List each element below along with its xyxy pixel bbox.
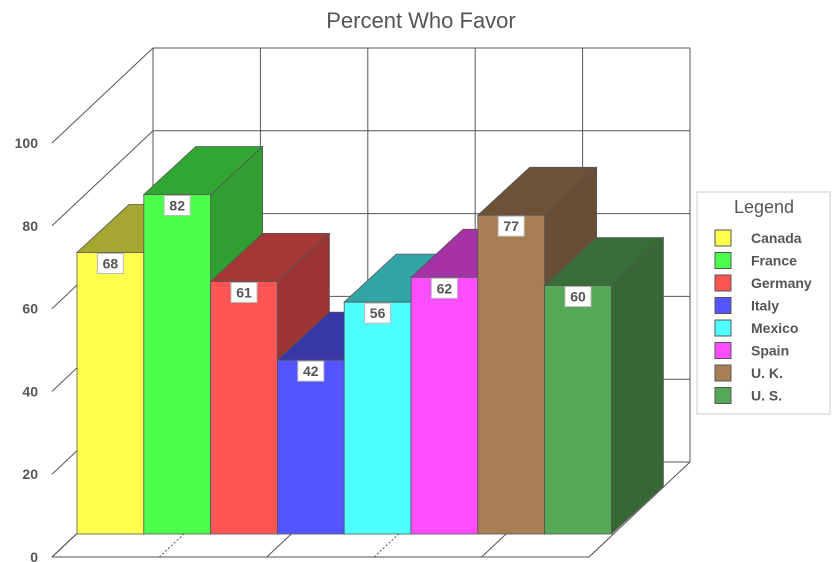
- legend-swatch: [714, 297, 732, 314]
- legend-label: Italy: [751, 298, 779, 314]
- data-label: 60: [570, 289, 586, 305]
- legend-label: U. K.: [751, 365, 783, 381]
- data-label-box: [96, 252, 124, 274]
- legend-swatch: [714, 252, 732, 269]
- y-tick-label: 0: [30, 549, 38, 562]
- bar-u-k: 77: [476, 166, 598, 535]
- data-label-box: [564, 286, 592, 308]
- data-label: 77: [503, 218, 519, 234]
- y-tick-label: 80: [22, 218, 38, 234]
- y-tick-label: 20: [22, 466, 38, 482]
- data-label-box: [497, 215, 525, 237]
- floor-tick: [159, 532, 185, 558]
- bar-front: [143, 194, 212, 535]
- data-label: 42: [303, 363, 319, 379]
- legend-label: Canada: [751, 230, 802, 246]
- floor-tick: [373, 532, 400, 558]
- data-label-box: [163, 195, 191, 217]
- legend-label: Germany: [751, 275, 812, 291]
- chart-title: Percent Who Favor: [326, 8, 516, 33]
- data-label: 82: [169, 198, 185, 214]
- grid-depth-line: [51, 47, 154, 144]
- floor-edge: [588, 461, 691, 558]
- bar-front: [477, 214, 545, 535]
- legend-label: Mexico: [751, 320, 798, 336]
- bar-side: [611, 236, 664, 535]
- legend: Legend Canada France Germany Italy Mexico Spa…: [696, 191, 831, 415]
- y-tick-label: 60: [22, 301, 38, 317]
- legend-swatch: [714, 274, 732, 292]
- data-label-box: [364, 302, 392, 324]
- bar-front: [343, 301, 412, 535]
- y-tick-label: 40: [22, 383, 38, 399]
- bar-front: [210, 281, 278, 535]
- data-label-box: [430, 277, 458, 299]
- y-tick-label: 100: [15, 135, 39, 151]
- legend-swatch: [714, 364, 732, 382]
- data-label: 68: [103, 255, 119, 271]
- y-axis: 0 20 40 60 80 100: [15, 135, 39, 562]
- legend-label: U. S.: [751, 388, 782, 404]
- legend-label: Spain: [751, 343, 789, 359]
- bar-front: [276, 359, 345, 535]
- bars: 68 82 61 42 56 62 77 60: [75, 145, 665, 535]
- floor-tick: [481, 532, 508, 558]
- legend-swatch: [714, 319, 732, 337]
- data-label-box: [297, 360, 325, 382]
- data-label-box: [230, 281, 258, 303]
- bar-front: [544, 285, 612, 535]
- legend-swatch: [714, 229, 732, 247]
- legend-label: France: [751, 253, 797, 269]
- legend-swatch: [714, 387, 732, 404]
- legend-swatch: [714, 342, 732, 359]
- data-label: 62: [437, 280, 453, 296]
- floor-tick: [588, 532, 615, 558]
- grid-depth-line: [51, 130, 154, 227]
- data-label: 56: [370, 305, 386, 321]
- data-label: 61: [236, 284, 252, 300]
- floor-tick: [51, 532, 78, 558]
- legend-title: Legend: [734, 197, 794, 217]
- bar-u-s: 60: [543, 236, 665, 535]
- bar-front: [410, 276, 479, 535]
- floor-tick: [266, 532, 293, 558]
- bar-front: [76, 252, 145, 535]
